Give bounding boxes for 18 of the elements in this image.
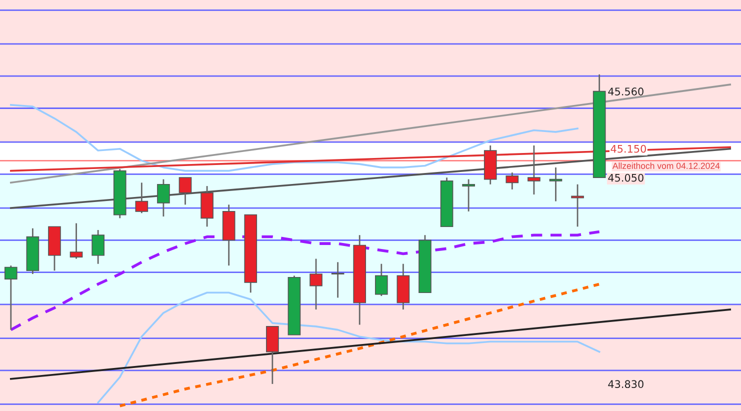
candlestick [92, 229, 104, 265]
candlestick [4, 264, 18, 331]
ref-line-label: 45.150 [610, 144, 646, 153]
annotation: Allzeithoch vom 04.12.2024 [612, 162, 720, 169]
candlestick [506, 172, 519, 190]
candlestick [571, 184, 584, 228]
candlestick [331, 261, 344, 298]
y-tick-label: 45.560 [608, 88, 644, 96]
y-tick-label: 45.050 [608, 174, 644, 182]
candlestick [549, 166, 562, 202]
candlestick [178, 176, 192, 206]
line-series [10, 104, 578, 172]
line-series [10, 230, 601, 332]
candlestick [374, 263, 388, 297]
y-tick-label: 43.830 [608, 380, 644, 388]
candlestick [310, 258, 322, 310]
candlestick [70, 222, 83, 260]
candlestick [462, 178, 475, 212]
